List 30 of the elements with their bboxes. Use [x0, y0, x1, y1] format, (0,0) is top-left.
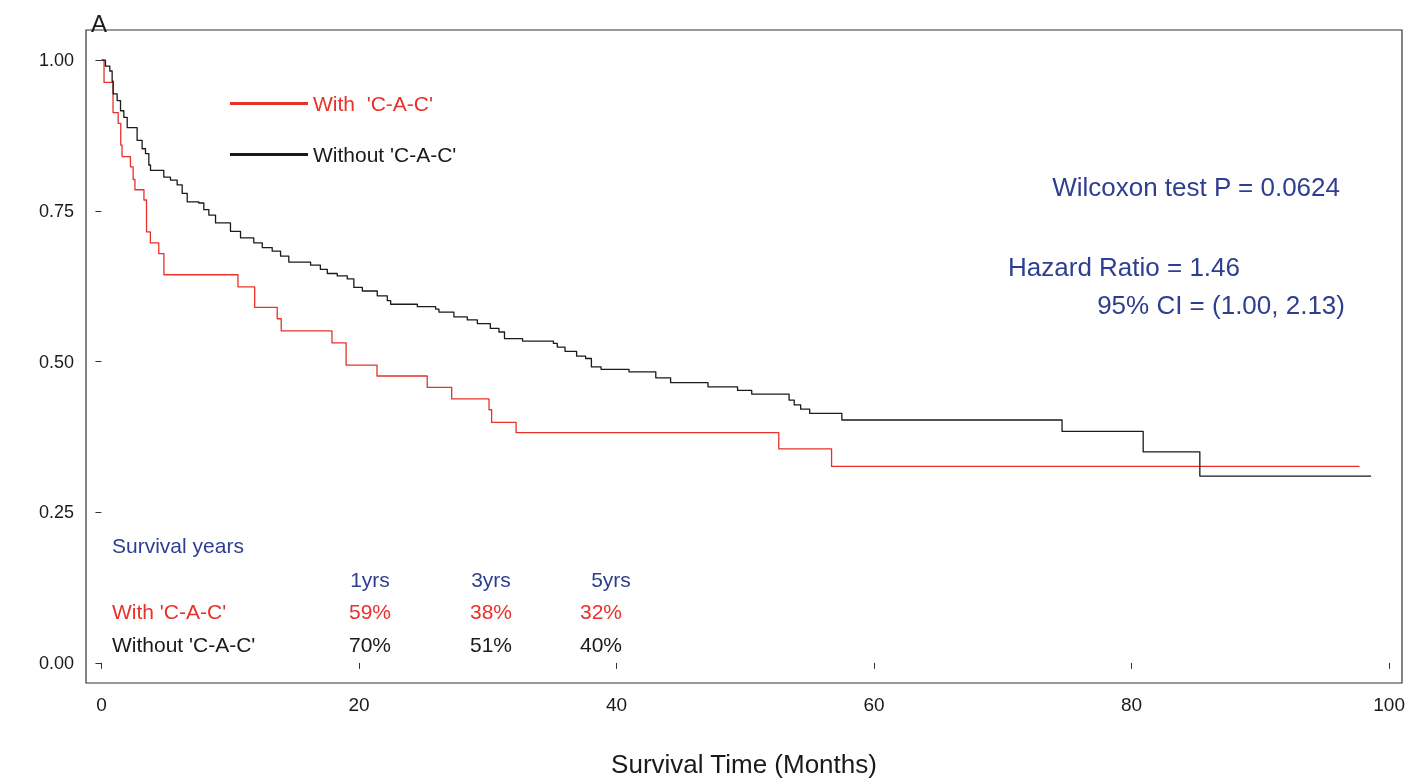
- annotation: Survival years: [112, 533, 244, 557]
- annotation: 3yrs: [471, 567, 511, 591]
- annotation: 5yrs: [591, 567, 631, 591]
- x-tick-label: 80: [1121, 694, 1143, 715]
- x-tick-label: 20: [348, 694, 370, 715]
- annotation: 51%: [469, 632, 513, 656]
- annotation: 59%: [348, 599, 392, 623]
- y-tick-label: 1.00: [38, 50, 74, 71]
- annotation: With 'C-A-C': [112, 599, 227, 623]
- x-tick-label: 40: [605, 694, 628, 715]
- x-axis-title: Survival Time (Months): [611, 749, 877, 779]
- annotation: 95% CI = (1.00, 2.13): [1097, 290, 1345, 320]
- annotation: 38%: [469, 599, 513, 623]
- x-tick-label: 0: [96, 694, 107, 715]
- x-tick-label: 60: [863, 694, 885, 715]
- annotation: Without 'C-A-C': [112, 632, 256, 656]
- annotation: 32%: [579, 599, 623, 623]
- annotation: 70%: [348, 632, 392, 656]
- chart-title: A: [91, 9, 108, 37]
- annotation: 40%: [579, 632, 623, 656]
- y-tick-label: 0.25: [38, 502, 74, 523]
- legend-label: Without 'C-A-C': [313, 143, 457, 166]
- legend-label: With 'C-A-C': [313, 92, 434, 115]
- annotation: Hazard Ratio = 1.46: [1008, 252, 1240, 282]
- y-tick-label: 0.75: [38, 200, 74, 221]
- x-tick-label: 100: [1373, 694, 1405, 715]
- y-tick-label: 0.50: [38, 351, 74, 372]
- annotation: 1yrs: [350, 567, 390, 591]
- annotation: Wilcoxon test P = 0.0624: [1052, 172, 1340, 202]
- y-tick-label: 0.00: [38, 652, 74, 673]
